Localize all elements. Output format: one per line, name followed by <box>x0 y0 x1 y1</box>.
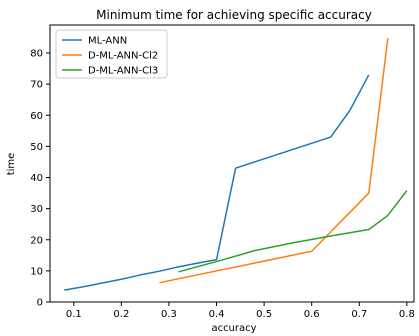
series-line-2 <box>159 37 389 284</box>
y-tick-label: 20 <box>30 235 43 246</box>
y-tick-label: 10 <box>30 266 43 277</box>
series-line-1 <box>64 74 370 291</box>
plot-frame <box>49 24 415 303</box>
series-line-3 <box>178 190 408 273</box>
legend-box <box>55 29 168 79</box>
y-tick-label: 80 <box>30 49 43 60</box>
legend-label-1: ML-ANN <box>88 36 127 47</box>
legend-label-2: D-ML-ANN-Cl2 <box>88 51 158 62</box>
x-tick-label: 0.7 <box>351 309 367 320</box>
y-tick-label: 70 <box>30 80 43 91</box>
legend-label-3: D-ML-ANN-Cl3 <box>88 66 158 77</box>
x-tick-label: 0.4 <box>209 309 225 320</box>
y-tick-label: 40 <box>30 173 43 184</box>
x-tick-label: 0.2 <box>113 309 129 320</box>
axis-ticks: 0.1 0.2 0.3 0.4 0.5 0.6 0.7 0.8 0 10 20 30 40 50 60 70 8… <box>30 49 415 320</box>
y-tick-label: 50 <box>30 142 43 153</box>
chart-title: Minimum time for achieving specific accu… <box>96 8 372 22</box>
x-tick-label: 0.5 <box>256 309 272 320</box>
plot-area <box>64 37 408 291</box>
y-axis-label: time <box>6 153 17 176</box>
legend: ML-ANN D-ML-ANN-Cl2 D-ML-ANN-Cl3 <box>55 29 168 79</box>
x-tick-label: 0.3 <box>161 309 177 320</box>
y-tick-label: 60 <box>30 111 43 122</box>
x-axis-label: accuracy <box>211 323 256 334</box>
x-tick-label: 0.1 <box>66 309 82 320</box>
x-tick-label: 0.6 <box>304 309 320 320</box>
x-tick-label: 0.8 <box>399 309 415 320</box>
y-tick-label: 0 <box>37 298 43 309</box>
y-tick-label: 30 <box>30 204 43 215</box>
